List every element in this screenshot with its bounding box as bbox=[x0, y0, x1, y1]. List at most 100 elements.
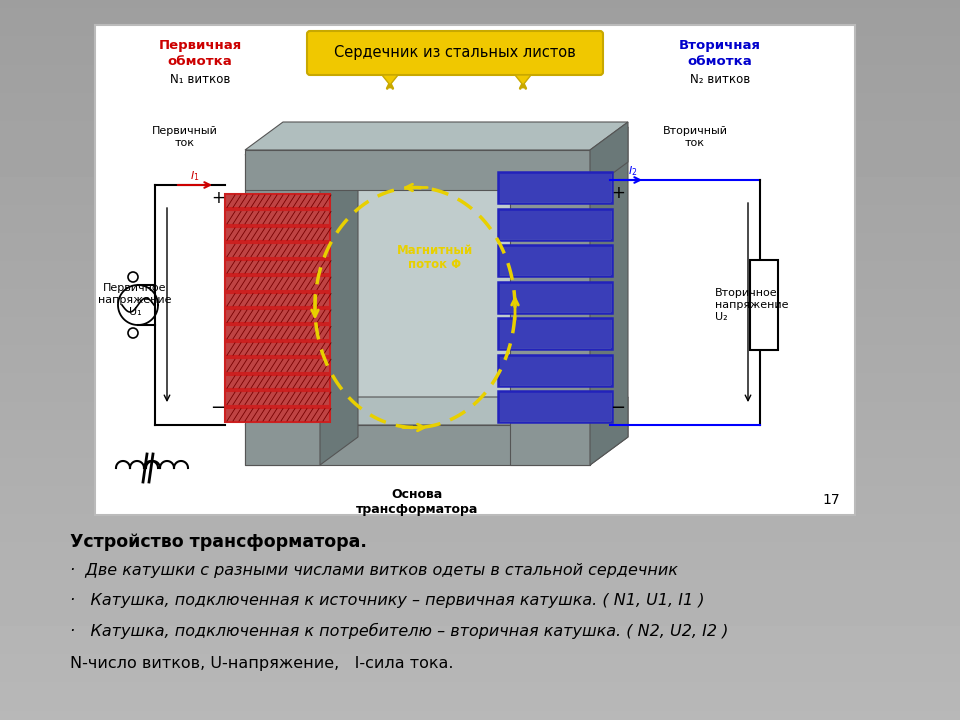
Bar bbox=[225, 194, 330, 208]
Bar bbox=[225, 342, 330, 356]
Bar bbox=[499, 174, 611, 202]
Text: Вторичная: Вторичная bbox=[679, 39, 761, 52]
Bar bbox=[226, 195, 329, 207]
Text: Первичная: Первичная bbox=[158, 39, 242, 52]
Bar bbox=[498, 355, 612, 386]
Text: Вторичное
напряжение
U₂: Вторичное напряжение U₂ bbox=[715, 289, 788, 322]
Polygon shape bbox=[382, 75, 398, 85]
Text: ·   Катушка, подключенная к потребителю – вторичная катушка. ( N2, U2, I2 ): · Катушка, подключенная к потребителю – … bbox=[70, 623, 729, 639]
Bar bbox=[225, 227, 330, 241]
Bar bbox=[225, 325, 330, 340]
Bar bbox=[245, 150, 590, 190]
Bar bbox=[225, 374, 330, 389]
Bar bbox=[498, 318, 612, 349]
Text: +: + bbox=[612, 184, 625, 202]
Bar bbox=[510, 155, 590, 465]
Bar bbox=[225, 276, 330, 291]
Bar bbox=[225, 292, 330, 307]
Bar bbox=[498, 173, 612, 204]
Text: 17: 17 bbox=[823, 493, 840, 507]
Text: +: + bbox=[211, 189, 225, 207]
Bar bbox=[226, 261, 329, 273]
Text: ·  Две катушки с разными числами витков одеты в стальной сердечник: · Две катушки с разными числами витков о… bbox=[70, 563, 678, 578]
Bar bbox=[245, 155, 320, 465]
Polygon shape bbox=[320, 127, 358, 465]
Text: Основа: Основа bbox=[392, 488, 443, 502]
Text: N₂ витков: N₂ витков bbox=[690, 73, 750, 86]
Bar bbox=[498, 209, 612, 240]
Text: Первичный
ток: Первичный ток bbox=[152, 127, 218, 148]
Bar bbox=[225, 227, 330, 241]
Polygon shape bbox=[515, 75, 531, 85]
Bar bbox=[226, 212, 329, 224]
Bar bbox=[225, 243, 330, 258]
Bar bbox=[226, 343, 329, 355]
Bar bbox=[245, 425, 590, 465]
Text: $I_2$: $I_2$ bbox=[628, 164, 637, 178]
FancyBboxPatch shape bbox=[307, 31, 603, 75]
Bar bbox=[225, 342, 330, 356]
Text: N-число витков, U-напряжение,   I-сила тока.: N-число витков, U-напряжение, I-сила ток… bbox=[70, 656, 453, 671]
Text: Сердечник из стальных листов: Сердечник из стальных листов bbox=[334, 45, 576, 60]
Bar bbox=[498, 391, 612, 422]
Bar bbox=[226, 244, 329, 257]
Text: N₁ витков: N₁ витков bbox=[170, 73, 230, 86]
Bar bbox=[225, 243, 330, 258]
Bar bbox=[226, 359, 329, 372]
Bar bbox=[225, 260, 330, 274]
Bar bbox=[225, 210, 330, 225]
Bar bbox=[226, 294, 329, 306]
Bar bbox=[498, 282, 612, 312]
Bar bbox=[225, 359, 330, 373]
Bar bbox=[225, 325, 330, 340]
Bar bbox=[498, 318, 612, 349]
Bar bbox=[498, 173, 612, 204]
Text: Вторичный
ток: Вторичный ток bbox=[662, 127, 728, 148]
Bar bbox=[498, 391, 612, 422]
Bar bbox=[499, 210, 611, 239]
Text: Первичное
напряжение
U₁: Первичное напряжение U₁ bbox=[98, 284, 172, 317]
Text: ·   Катушка, подключенная к источнику – первичная катушка. ( N1, U1, I1 ): · Катушка, подключенная к источнику – пе… bbox=[70, 593, 705, 608]
Bar bbox=[225, 276, 330, 291]
Polygon shape bbox=[590, 122, 628, 190]
Bar bbox=[498, 209, 612, 240]
Text: −: − bbox=[210, 399, 226, 417]
Bar bbox=[225, 210, 330, 225]
Text: $I_1$: $I_1$ bbox=[190, 169, 200, 183]
Polygon shape bbox=[590, 397, 628, 465]
Text: обмотка: обмотка bbox=[168, 55, 232, 68]
Text: трансформатора: трансформатора bbox=[356, 503, 478, 516]
Bar bbox=[499, 392, 611, 421]
Polygon shape bbox=[245, 397, 628, 425]
Bar bbox=[225, 260, 330, 274]
Text: Магнитный
поток Φ: Магнитный поток Φ bbox=[396, 243, 473, 271]
Text: обмотка: обмотка bbox=[687, 55, 753, 68]
Bar bbox=[225, 408, 330, 422]
Bar bbox=[226, 326, 329, 339]
Bar bbox=[226, 376, 329, 388]
Bar bbox=[225, 408, 330, 422]
Bar bbox=[225, 194, 330, 208]
Polygon shape bbox=[510, 127, 628, 155]
Bar bbox=[225, 292, 330, 307]
Bar bbox=[226, 392, 329, 405]
Bar bbox=[225, 391, 330, 405]
Bar bbox=[225, 391, 330, 405]
Bar bbox=[225, 359, 330, 373]
Bar bbox=[499, 246, 611, 275]
Bar bbox=[226, 408, 329, 421]
Polygon shape bbox=[590, 127, 628, 465]
Polygon shape bbox=[245, 127, 358, 155]
Bar bbox=[225, 374, 330, 389]
Bar bbox=[498, 246, 612, 276]
Bar bbox=[225, 309, 330, 323]
Polygon shape bbox=[245, 122, 628, 150]
Bar bbox=[498, 246, 612, 276]
Bar bbox=[320, 190, 510, 425]
Bar bbox=[226, 228, 329, 240]
Bar bbox=[498, 282, 612, 312]
Bar bbox=[750, 260, 778, 350]
Bar bbox=[499, 356, 611, 384]
Bar bbox=[225, 309, 330, 323]
Bar bbox=[95, 25, 855, 515]
